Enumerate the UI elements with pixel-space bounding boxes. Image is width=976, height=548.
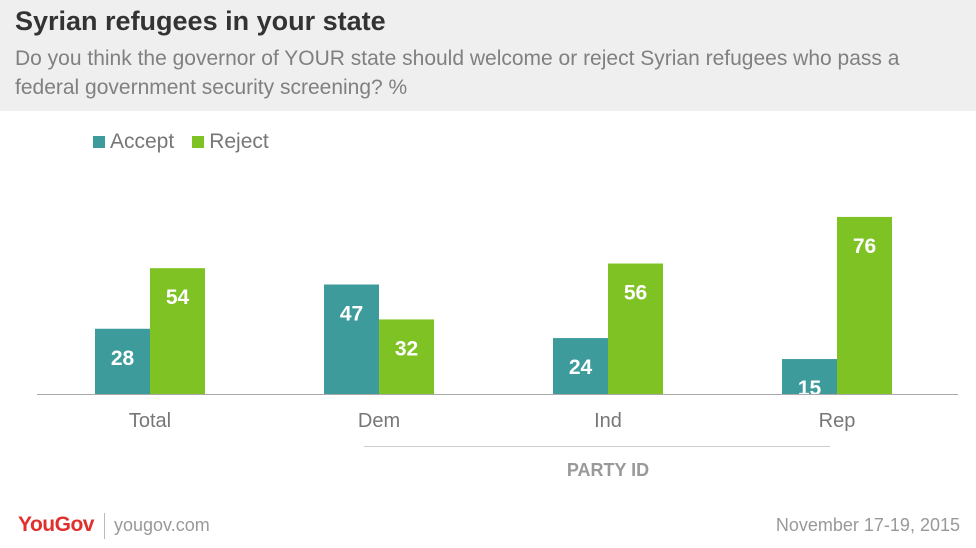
data-label-reject-dem: 32 — [395, 337, 418, 360]
legend-label-reject: Reject — [209, 130, 269, 153]
data-label-reject-total: 54 — [166, 286, 190, 309]
footer-date: November 17-19, 2015 — [775, 515, 960, 535]
legend-item-reject: Reject — [192, 130, 269, 154]
bar-accept-rep — [782, 359, 837, 394]
legend-item-accept: Accept — [93, 130, 174, 154]
bar-reject-dem — [379, 319, 434, 394]
data-label-reject-rep: 76 — [853, 235, 876, 258]
header: Syrian refugees in your state Do you thi… — [0, 0, 976, 111]
bar-accept-total — [95, 328, 150, 394]
bar-accept-ind — [553, 338, 608, 394]
category-label-rep: Rep — [819, 410, 856, 432]
bar-reject-total — [150, 268, 205, 394]
legend-swatch-reject — [192, 136, 205, 148]
data-label-accept-rep: 15 — [798, 377, 822, 400]
category-label-dem: Dem — [358, 410, 400, 432]
yougov-logo: YouGov — [18, 513, 94, 536]
chart-title: Syrian refugees in your state — [15, 6, 386, 36]
category-label-total: Total — [129, 410, 171, 432]
data-label-accept-dem: 47 — [340, 302, 363, 325]
bar-reject-ind — [608, 263, 663, 394]
footer-site: yougov.com — [114, 515, 210, 535]
bar-accept-dem — [324, 284, 379, 394]
data-label-reject-ind: 56 — [624, 282, 647, 305]
legend: Accept Reject — [93, 129, 287, 155]
party-id-group-label: PARTY ID — [567, 460, 649, 480]
legend-swatch-accept — [93, 136, 105, 148]
legend-label-accept: Accept — [110, 130, 175, 153]
footer-divider — [104, 513, 105, 539]
data-label-accept-ind: 24 — [569, 356, 593, 379]
bar-reject-rep — [837, 216, 892, 394]
data-label-accept-total: 28 — [111, 347, 135, 370]
category-label-ind: Ind — [594, 410, 622, 432]
chart-subtitle: Do you think the governor of YOUR state … — [15, 47, 900, 99]
